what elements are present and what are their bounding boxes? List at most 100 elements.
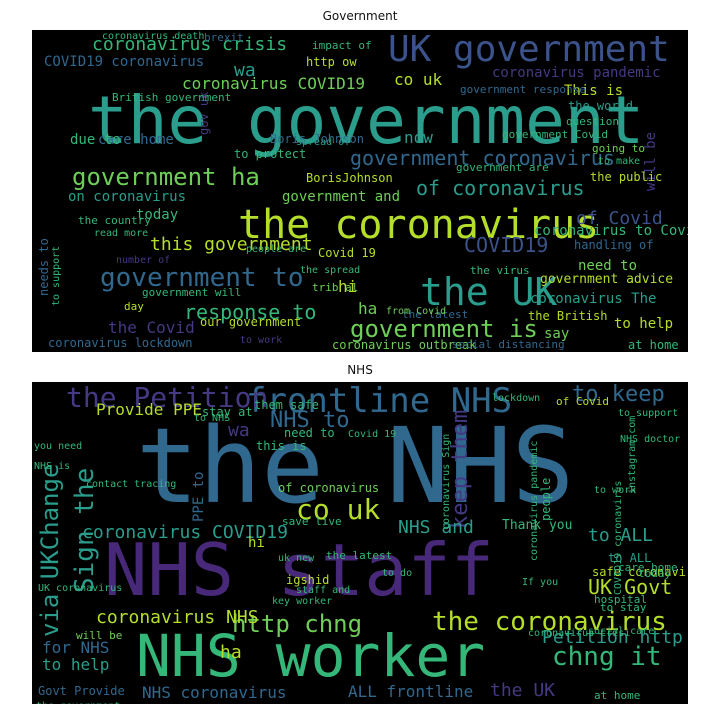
cloud-word: UK coronavirus (38, 583, 123, 594)
cloud-word: social care (588, 626, 655, 637)
cloud-word: today (638, 567, 672, 580)
cloud-word: coronavirus pandemic (492, 65, 661, 81)
cloud-word: frontline NHS (246, 382, 513, 421)
cloud-word: safe coronavirus (592, 565, 688, 579)
cloud-word: BorisJohnson (306, 171, 393, 185)
cloud-word: igshid (286, 573, 330, 587)
cloud-word: you need (34, 441, 83, 452)
cloud-word: the virus (470, 264, 530, 277)
cloud-word: coronavirus to Covid (534, 223, 688, 239)
cloud-word: due to (70, 132, 121, 148)
cloud-word: now (404, 128, 433, 147)
cloud-word: at home (594, 689, 641, 702)
cloud-word: the world (568, 99, 634, 113)
cloud-word: lockdown (492, 393, 541, 404)
cloud-word: social distancing (452, 338, 565, 351)
cloud-word: UK government (388, 30, 670, 70)
cloud-word: NHS worker (136, 622, 486, 690)
cloud-word: hi (248, 535, 265, 551)
cloud-word: COVID19 (464, 233, 549, 257)
cloud-word: keep them (448, 409, 473, 529)
cloud-word: the Covid (108, 318, 195, 337)
cloud-word: government Covid (502, 128, 608, 141)
cloud-word: will be (76, 629, 123, 642)
cloud-word: for NHS (42, 638, 110, 657)
cloud-word: to protect (234, 147, 307, 161)
cloud-word: day (124, 300, 144, 313)
cloud-word: say (544, 326, 570, 342)
cloud-word: to stay (600, 601, 647, 614)
cloud-word: going to (592, 142, 645, 155)
cloud-word: of Covid (556, 395, 609, 408)
cloud-word: Covid 19 (348, 429, 397, 440)
cloud-word: coronavirus NHS (96, 607, 259, 628)
cloud-word: government ha (72, 163, 260, 191)
cloud-word: government is (350, 315, 538, 343)
cloud-word: coronavirus crisis (92, 34, 288, 55)
cloud-word: the government (36, 702, 120, 705)
cloud-word: to help (42, 655, 110, 674)
cloud-word: stay at (202, 405, 253, 419)
cloud-word: the government (88, 82, 645, 159)
cloud-word: coronavirus The (530, 291, 657, 307)
cloud-word: them safe (254, 398, 320, 412)
cloud-word: the spread (300, 265, 361, 276)
cloud-word: government and (282, 189, 401, 205)
cloud-word: to ALL (588, 525, 654, 546)
cloud-word: NHS to (270, 408, 350, 433)
cloud-word: this is (256, 439, 307, 453)
cloud-word: COVID19 coronavirus (44, 54, 205, 70)
cloud-word: If you (522, 577, 559, 588)
panel-title-nhs: NHS (347, 363, 373, 377)
cloud-word: coronavirus pandemic (529, 440, 540, 561)
cloud-word: question (566, 115, 619, 128)
cloud-word: the public (590, 170, 663, 184)
cloud-word: ha (358, 299, 378, 318)
cloud-word: This is (564, 83, 624, 99)
cloud-word: our government (200, 315, 302, 329)
cloud-word: number of (116, 255, 171, 266)
cloud-word: needs to (37, 237, 51, 296)
panel-title-government: Government (322, 9, 398, 23)
cloud-word: http ow (306, 55, 357, 69)
cloud-word: to help (614, 316, 674, 332)
cloud-word: to NHS (194, 413, 231, 424)
cloud-word: NHS is (34, 461, 71, 472)
cloud-word: coronavirus COVID19 (182, 74, 366, 93)
cloud-word: PPE to (191, 471, 207, 523)
cloud-word: government are (456, 161, 549, 174)
cloud-word: wa (228, 420, 250, 441)
cloud-word: the coronavirus (238, 202, 600, 248)
cloud-word: to do (382, 568, 413, 579)
cloud-word: coronavirus COVID19 (82, 522, 288, 543)
cloud-word: to support (618, 408, 679, 419)
cloud-word: coronavirus crisi (528, 628, 631, 639)
cloud-word: co uk (296, 493, 381, 526)
cloud-word: coronavirus outbreak (332, 338, 477, 352)
cloud-word: to support (51, 245, 62, 306)
cloud-word: of coronavirus (278, 481, 380, 495)
cloud-word: to work (240, 335, 283, 346)
cloud-word: Boris Johnson (270, 132, 364, 146)
cloud-word: government to (100, 263, 304, 293)
wordcloud-nhs: the NHS NHS staff NHS worker frontline NHS t… (32, 382, 688, 704)
cloud-word: chng it (552, 642, 662, 672)
cloud-word: http chng (232, 610, 363, 638)
cloud-word: Covid 19 (318, 246, 376, 260)
cloud-word: ha (220, 642, 242, 663)
cloud-word: the latest (402, 308, 469, 321)
cloud-word: need to (284, 426, 335, 440)
cloud-word: hospital (594, 593, 647, 606)
cloud-word: from Covid (386, 306, 447, 317)
cloud-word: to ALL (608, 551, 652, 565)
cloud-word: NHS and (398, 517, 474, 538)
wordcloud-government: the government UK government the coronavir… (32, 30, 688, 352)
cloud-word: people are (246, 244, 307, 255)
cloud-word: coronavirus Sign (441, 433, 452, 530)
cloud-word: government advice (540, 272, 674, 287)
cloud-word: care home (618, 561, 678, 574)
cloud-word: to work (594, 485, 637, 496)
cloud-word: people (539, 477, 553, 522)
cloud-word: trib al (312, 281, 359, 294)
cloud-word: via UKChange (36, 463, 64, 637)
